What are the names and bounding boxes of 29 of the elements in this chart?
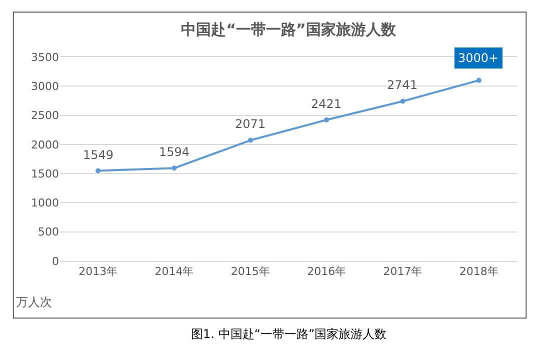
y-tick-label: 3500 [31, 50, 59, 64]
x-tick-label: 2015年 [230, 265, 270, 278]
data-label: 2421 [311, 97, 342, 111]
point [172, 166, 177, 171]
y-tick-label: 2500 [31, 109, 59, 122]
point [400, 98, 406, 104]
data-label: 2741 [387, 78, 418, 92]
point [96, 168, 101, 174]
point [324, 117, 330, 122]
x-tick-label: 2014年 [154, 265, 194, 278]
x-tick-label: 2018年 [459, 265, 498, 278]
point [248, 138, 253, 143]
y-tick-label: 3000 [31, 80, 59, 93]
x-tick-label: 2017年 [383, 265, 422, 278]
chart-title: 中国赴“一带一路”国家旅游人数 [181, 20, 397, 39]
data-label: 3000+ [458, 51, 499, 65]
x-tick-label: 2013年 [78, 265, 118, 278]
data-label: 2071 [235, 117, 266, 131]
y-tick-label: 500 [38, 226, 59, 239]
y-tick-label: 2000 [31, 138, 59, 152]
data-label: 1549 [83, 148, 114, 162]
x-tick-label: 2016年 [307, 265, 346, 278]
caption: 图1. 中国赴“一带一路”国家旅游人数 [191, 327, 387, 341]
y-tick-label: 0 [52, 254, 59, 268]
point [476, 78, 482, 83]
data-label: 1594 [159, 145, 190, 159]
y-tick-label: 1500 [31, 167, 59, 180]
y-axis-title: 万人次 [16, 295, 52, 309]
y-tick-label: 1000 [31, 196, 59, 210]
